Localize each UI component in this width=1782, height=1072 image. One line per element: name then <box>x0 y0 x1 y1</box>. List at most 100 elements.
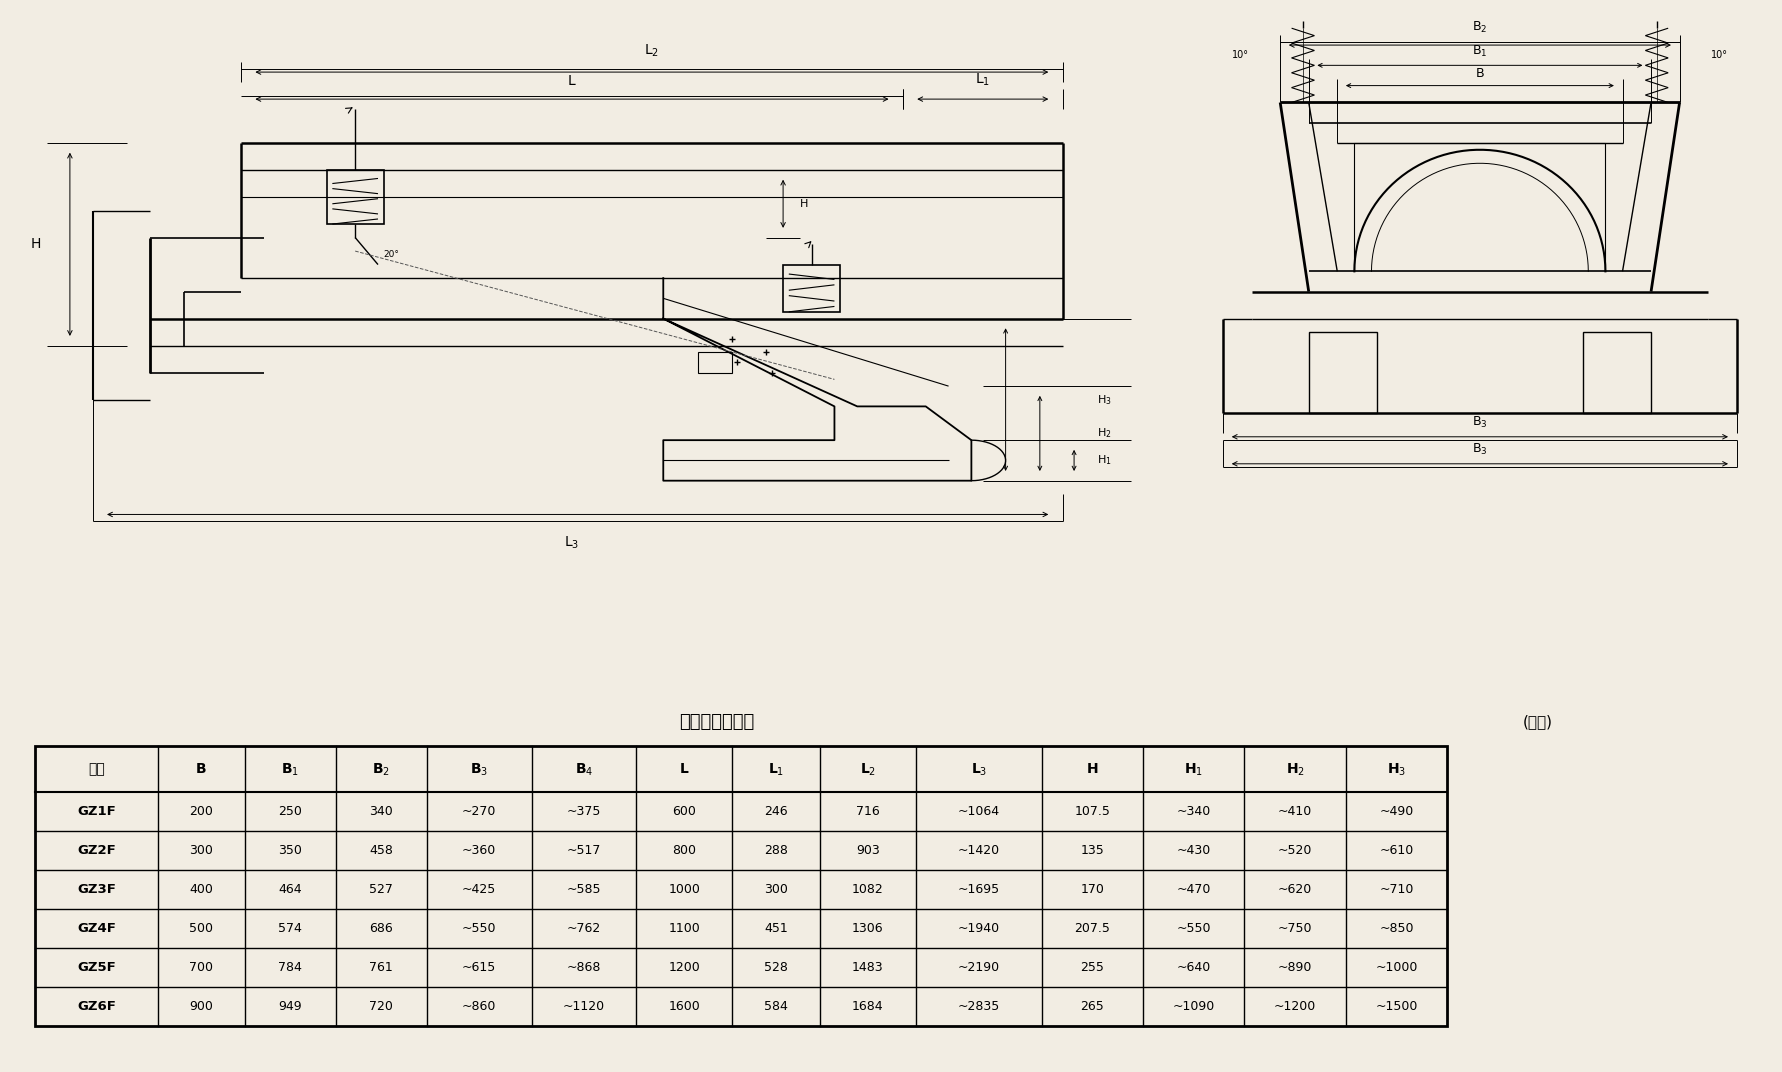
Text: 500: 500 <box>189 922 214 935</box>
Text: GZ4F: GZ4F <box>77 922 116 935</box>
Text: B$_2$: B$_2$ <box>372 761 390 777</box>
Text: H$_1$: H$_1$ <box>1096 453 1110 467</box>
Text: 527: 527 <box>369 883 394 896</box>
Bar <box>326 170 383 224</box>
Text: L$_3$: L$_3$ <box>565 535 579 551</box>
Text: 288: 288 <box>764 845 788 858</box>
Text: 900: 900 <box>189 1000 214 1013</box>
Text: ~868: ~868 <box>567 961 601 974</box>
Text: 207.5: 207.5 <box>1075 922 1110 935</box>
Text: L$_1$: L$_1$ <box>768 761 784 777</box>
Text: ~1940: ~1940 <box>957 922 1000 935</box>
Bar <box>697 353 731 373</box>
Text: ~470: ~470 <box>1176 883 1210 896</box>
Text: 255: 255 <box>1080 961 1103 974</box>
Text: 10°: 10° <box>1711 50 1727 60</box>
Text: 1600: 1600 <box>668 1000 700 1013</box>
Bar <box>36 746 1447 1026</box>
Text: ~585: ~585 <box>567 883 601 896</box>
Text: 265: 265 <box>1080 1000 1103 1013</box>
Text: 350: 350 <box>278 845 303 858</box>
Text: 20°: 20° <box>383 250 399 259</box>
Text: 1200: 1200 <box>668 961 700 974</box>
Text: 574: 574 <box>278 922 303 935</box>
Text: ~640: ~640 <box>1176 961 1210 974</box>
Text: B$_3$: B$_3$ <box>1472 415 1486 430</box>
Text: H$_3$: H$_3$ <box>1096 392 1110 406</box>
Text: 300: 300 <box>189 845 214 858</box>
Text: L$_3$: L$_3$ <box>969 761 987 777</box>
Text: ~2835: ~2835 <box>957 1000 1000 1013</box>
Text: ~850: ~850 <box>1379 922 1413 935</box>
Text: H$_1$: H$_1$ <box>1183 761 1203 777</box>
Text: ~1120: ~1120 <box>563 1000 604 1013</box>
Text: L: L <box>568 74 576 88</box>
Text: 107.5: 107.5 <box>1075 805 1110 818</box>
Text: ~762: ~762 <box>567 922 601 935</box>
Text: H: H <box>30 237 41 251</box>
Text: L$_1$: L$_1$ <box>975 71 989 88</box>
Text: L$_2$: L$_2$ <box>643 42 659 59</box>
Text: B$_4$: B$_4$ <box>574 761 593 777</box>
Text: H: H <box>1085 762 1098 776</box>
Text: ~615: ~615 <box>462 961 495 974</box>
Text: H: H <box>800 198 807 209</box>
Text: B$_2$: B$_2$ <box>1472 20 1486 35</box>
Text: 1100: 1100 <box>668 922 700 935</box>
Text: 400: 400 <box>189 883 214 896</box>
Text: ~1090: ~1090 <box>1173 1000 1214 1013</box>
Text: ~860: ~860 <box>462 1000 495 1013</box>
Text: B: B <box>1475 68 1483 80</box>
Text: ~620: ~620 <box>1278 883 1312 896</box>
Text: 700: 700 <box>189 961 214 974</box>
Bar <box>1308 332 1376 413</box>
Text: ~1500: ~1500 <box>1374 1000 1417 1013</box>
Text: 300: 300 <box>764 883 788 896</box>
Text: 686: 686 <box>369 922 394 935</box>
Text: ~430: ~430 <box>1176 845 1210 858</box>
Text: ~710: ~710 <box>1379 883 1413 896</box>
Text: 464: 464 <box>278 883 303 896</box>
Text: ~360: ~360 <box>462 845 495 858</box>
Text: GZ2F: GZ2F <box>77 845 116 858</box>
Text: 761: 761 <box>369 961 394 974</box>
Text: GZ1F: GZ1F <box>77 805 116 818</box>
Text: 1306: 1306 <box>852 922 884 935</box>
Text: GZ5F: GZ5F <box>77 961 116 974</box>
Text: ~375: ~375 <box>567 805 601 818</box>
Text: 250: 250 <box>278 805 303 818</box>
Text: 型号: 型号 <box>87 762 105 776</box>
Text: ~1695: ~1695 <box>957 883 1000 896</box>
Text: GZ3F: GZ3F <box>77 883 116 896</box>
Text: ~490: ~490 <box>1379 805 1413 818</box>
Text: B$_1$: B$_1$ <box>1472 44 1486 59</box>
Text: 200: 200 <box>189 805 214 818</box>
Text: 340: 340 <box>369 805 394 818</box>
Text: H$_3$: H$_3$ <box>1386 761 1406 777</box>
Text: 170: 170 <box>1080 883 1103 896</box>
Bar <box>1582 332 1650 413</box>
Text: ~890: ~890 <box>1278 961 1312 974</box>
Text: 584: 584 <box>764 1000 788 1013</box>
Text: 528: 528 <box>764 961 788 974</box>
Text: 1082: 1082 <box>852 883 884 896</box>
Text: ~750: ~750 <box>1278 922 1312 935</box>
Text: ~1200: ~1200 <box>1274 1000 1315 1013</box>
Text: B$_1$: B$_1$ <box>282 761 299 777</box>
Text: ~410: ~410 <box>1278 805 1312 818</box>
Text: H$_2$: H$_2$ <box>1096 427 1110 441</box>
Text: ~550: ~550 <box>462 922 495 935</box>
Text: 1684: 1684 <box>852 1000 884 1013</box>
Text: B$_3$: B$_3$ <box>470 761 488 777</box>
Text: ~1420: ~1420 <box>957 845 1000 858</box>
Text: (毫米): (毫米) <box>1522 714 1552 729</box>
Text: L$_2$: L$_2$ <box>859 761 875 777</box>
Text: ~270: ~270 <box>462 805 495 818</box>
Text: 716: 716 <box>855 805 879 818</box>
Text: ~340: ~340 <box>1176 805 1210 818</box>
Text: 458: 458 <box>369 845 394 858</box>
Text: 800: 800 <box>672 845 697 858</box>
Text: B: B <box>196 762 207 776</box>
Text: 1483: 1483 <box>852 961 884 974</box>
Text: ~425: ~425 <box>462 883 495 896</box>
